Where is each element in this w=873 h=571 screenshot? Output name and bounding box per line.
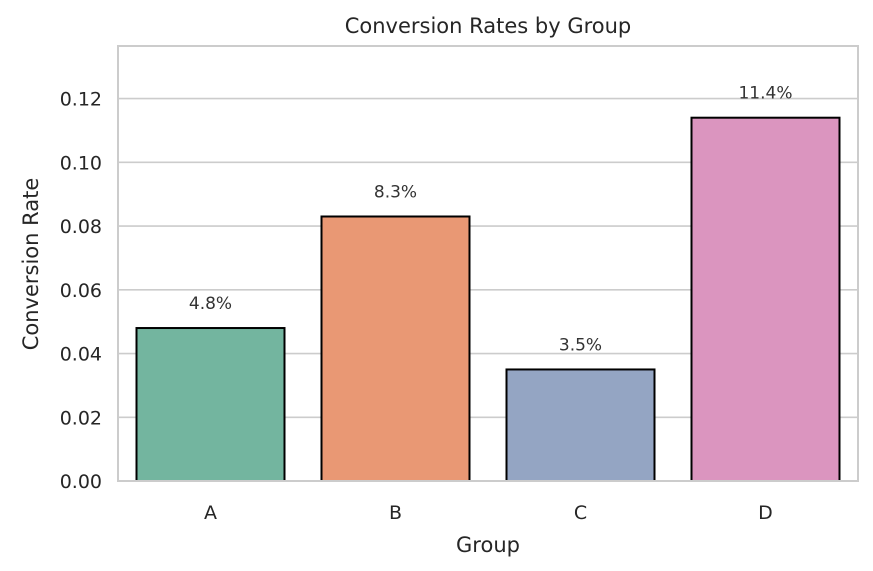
bars <box>135 116 841 483</box>
bar-c <box>505 368 656 483</box>
data-label: 4.8% <box>189 294 232 314</box>
y-tick-label: 0.08 <box>60 216 102 238</box>
y-tick-label: 0.00 <box>60 471 102 493</box>
bar-b <box>320 215 471 482</box>
bar-d <box>690 116 841 482</box>
data-label: 8.3% <box>374 182 417 202</box>
bar-a <box>135 327 286 482</box>
y-tick-labels: 0.00 0.02 0.04 0.06 0.08 0.10 0.12 <box>60 89 102 493</box>
y-tick-label: 0.10 <box>60 152 102 174</box>
x-tick-labels: A B C D <box>204 502 773 524</box>
data-label: 3.5% <box>559 335 602 355</box>
x-tick-label: A <box>204 502 217 524</box>
data-label: 11.4% <box>738 84 792 104</box>
x-tick-label: D <box>758 502 773 524</box>
x-axis-label: Group <box>456 533 520 557</box>
data-labels: 4.8% 8.3% 3.5% 11.4% <box>189 84 793 356</box>
y-axis-label: Conversion Rate <box>19 178 43 351</box>
y-tick-label: 0.12 <box>60 89 102 111</box>
y-tick-label: 0.04 <box>60 344 102 366</box>
y-tick-label: 0.06 <box>60 280 102 302</box>
y-tick-label: 0.02 <box>60 407 102 429</box>
x-tick-label: C <box>574 502 587 524</box>
plot-frame <box>117 45 859 482</box>
x-tick-label: B <box>389 502 402 524</box>
chart-title: Conversion Rates by Group <box>345 14 632 38</box>
